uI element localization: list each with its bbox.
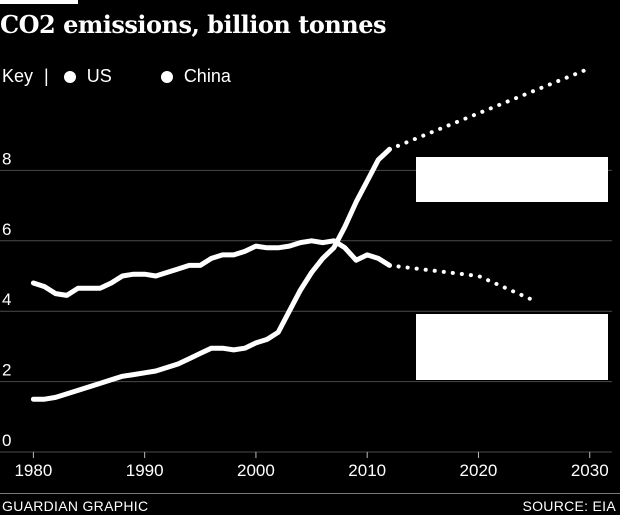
- series-line-china: [30, 146, 392, 402]
- footer-divider: [0, 493, 620, 494]
- annotation-box-lower: [416, 314, 608, 380]
- x-tick-label-1990: 1990: [126, 461, 164, 480]
- y-tick-label-6: 6: [2, 220, 11, 239]
- y-tick-label-2: 2: [2, 361, 11, 380]
- annotation-box-upper: [416, 157, 608, 202]
- legend-label-china: China: [183, 66, 231, 86]
- y-tick-label-0: 0: [2, 431, 11, 450]
- x-tick-label-2030: 2030: [571, 461, 609, 480]
- legend-separator: |: [44, 66, 49, 86]
- y-tick-label-4: 4: [2, 290, 11, 309]
- source-text: SOURCE: EIA: [522, 498, 616, 514]
- x-tick-label-2000: 2000: [237, 461, 275, 480]
- top-accent-bar: [0, 0, 78, 4]
- series-projection-us: [387, 263, 537, 303]
- legend-key-label: Key: [2, 66, 34, 86]
- series-line-us: [30, 238, 392, 298]
- legend-label-us: US: [86, 66, 112, 86]
- chart-title: CO2 emissions, billion tonnes: [0, 10, 387, 39]
- legend-dot-china-icon: [160, 71, 173, 83]
- legend-entry-us: US: [63, 66, 117, 86]
- series-projection-china: [387, 66, 592, 152]
- legend-dot-us-icon: [63, 71, 76, 83]
- x-tick-label-2010: 2010: [348, 461, 386, 480]
- x-tick-label-1980: 1980: [14, 461, 52, 480]
- legend: Key | US China: [2, 66, 275, 87]
- legend-entry-china: China: [160, 66, 231, 86]
- y-tick-label-8: 8: [2, 149, 11, 168]
- credit-text: GUARDIAN GRAPHIC: [2, 498, 149, 514]
- x-tick-label-2020: 2020: [460, 461, 498, 480]
